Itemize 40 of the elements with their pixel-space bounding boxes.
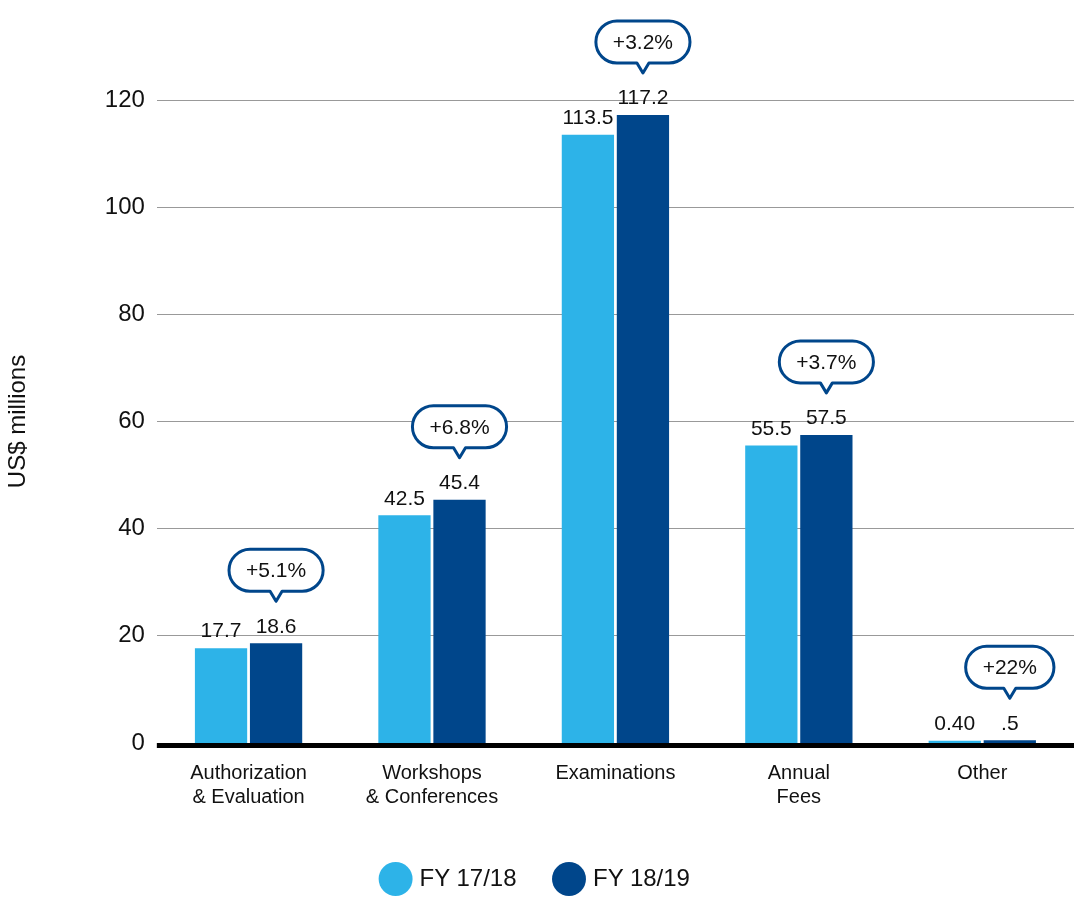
bar [249,643,303,743]
data-label: .5 [1001,710,1019,734]
data-label: 45.4 [439,470,481,494]
data-label: 18.6 [255,613,297,637]
y-tick-label: 20 [118,620,145,648]
y-tick-label: 100 [104,191,145,219]
x-tick-label: Workshops & Conferences [365,760,499,807]
y-axis-title: US$ millions [3,354,31,489]
y-tick-label: 40 [118,513,145,541]
data-label: 113.5 [562,105,614,129]
y-tick-label: 60 [118,406,145,434]
legend-label: FY 17/18 [419,863,517,891]
y-tick-label: 120 [104,84,145,112]
bar [561,134,615,743]
bar [378,515,431,743]
bar [983,740,1036,743]
bar [616,115,670,743]
data-label: 57.5 [805,405,847,429]
legend-label: FY 18/19 [593,863,690,891]
bar [194,648,248,743]
bar [433,499,486,743]
x-tick-label: Authorization & Evaluation [190,760,307,807]
data-label: 42.5 [384,485,425,509]
data-label: 0.40 [934,711,976,735]
text: +3.2% [612,29,674,53]
annotation: +6.8% [429,414,490,438]
y-tick-label: 0 [131,727,145,755]
bar [800,434,853,743]
data-label: 117.2 [617,85,669,109]
x-tick-label: Annual Fees [767,760,830,807]
x-tick-label: Examinations [555,760,676,783]
bar [745,445,798,743]
x-tick-label: Other [957,760,1008,783]
data-label: 55.5 [750,415,792,439]
data-label: 17.7 [200,618,242,642]
y-tick-label: 80 [118,298,145,326]
bar [928,740,981,743]
annotation: +22% [982,655,1037,679]
annotation: +5.1% [246,558,307,582]
annotation: +3.7% [796,349,857,373]
